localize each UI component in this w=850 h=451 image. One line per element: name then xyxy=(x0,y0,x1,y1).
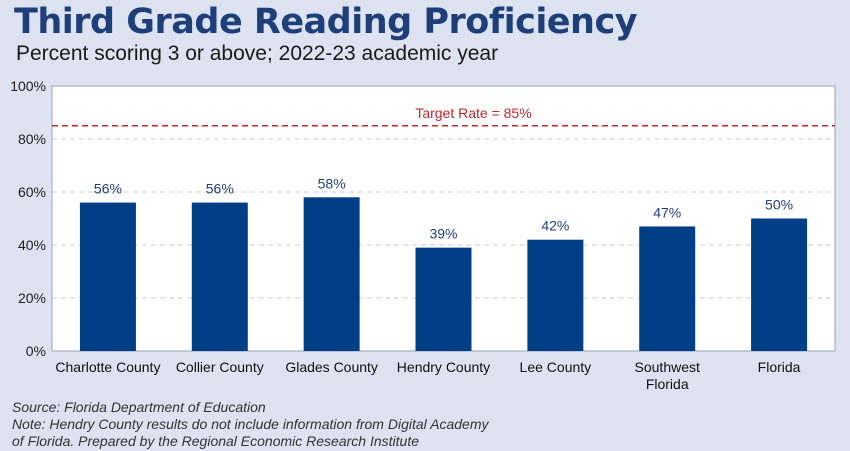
y-tick-label: 100% xyxy=(10,78,46,94)
x-tick-label: Collier County xyxy=(176,359,264,375)
source-line: Source: Florida Department of Education xyxy=(12,399,266,415)
y-tick-label: 0% xyxy=(26,343,46,359)
data-label: 47% xyxy=(653,204,681,220)
bar-chart: 0% 20% 40% 60% 80% 100% Target Rate = 85% 56%… xyxy=(10,78,836,392)
note-line: Note: Hendry County results do not inclu… xyxy=(12,416,489,432)
x-tick-label: Lee County xyxy=(520,359,592,375)
x-tick-label: Florida xyxy=(758,359,801,375)
y-tick-label: 60% xyxy=(18,184,46,200)
target-label: Target Rate = 85% xyxy=(415,105,531,121)
chart-title: Third Grade Reading Proficiency xyxy=(14,2,638,42)
data-label: 56% xyxy=(94,181,122,197)
y-tick-label: 40% xyxy=(18,237,46,253)
y-tick-label: 20% xyxy=(18,290,46,306)
x-tick-label: Hendry County xyxy=(397,359,490,375)
data-label: 58% xyxy=(318,175,346,191)
source-notes: Source: Florida Department of Education … xyxy=(12,399,488,450)
data-label: 42% xyxy=(541,218,569,234)
y-tick-label: 80% xyxy=(18,131,46,147)
x-tick-label: Charlotte County xyxy=(55,359,160,375)
note-line-continued: of Florida. Prepared by the Regional Eco… xyxy=(12,433,419,449)
chart-subtitle: Percent scoring 3 or above; 2022-23 acad… xyxy=(16,42,499,65)
x-tick-label: Southwest Florida xyxy=(635,359,700,392)
data-label: 56% xyxy=(206,181,234,197)
bar xyxy=(415,247,472,351)
bar xyxy=(751,218,808,351)
bar xyxy=(527,239,584,351)
bar xyxy=(303,197,360,351)
data-label: 39% xyxy=(429,226,457,242)
x-tick-label: Glades County xyxy=(285,359,378,375)
bar xyxy=(639,226,696,351)
bar xyxy=(79,202,136,351)
data-label: 50% xyxy=(765,197,793,213)
bar xyxy=(191,202,248,351)
